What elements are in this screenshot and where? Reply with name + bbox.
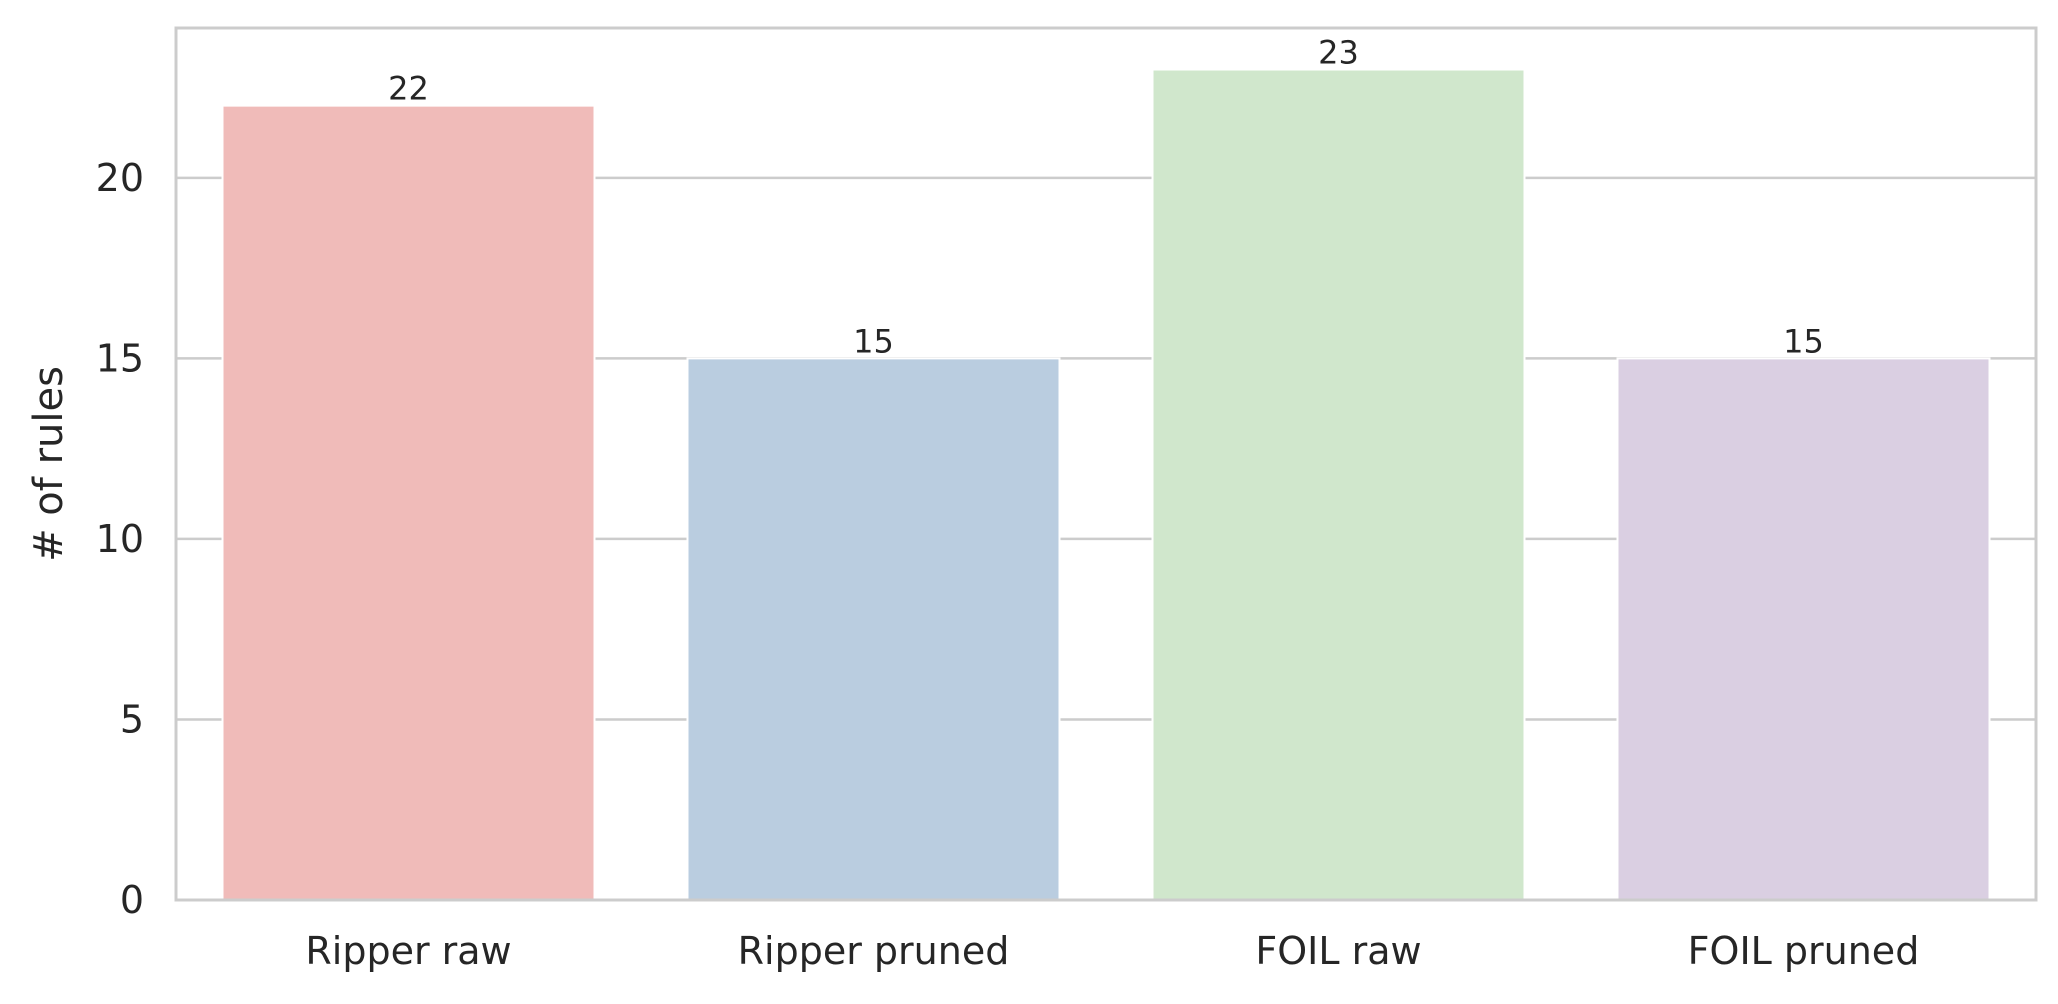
data-labels: 22 15 23 15	[388, 34, 1824, 361]
y-tick-label-10: 10	[96, 517, 144, 561]
bar-foil-raw	[1151, 68, 1526, 902]
plot-frame	[174, 26, 2038, 902]
x-axis-ticks: Ripper raw Ripper pruned FOIL raw FOIL prun…	[305, 929, 1919, 973]
data-label-foil-pruned: 15	[1783, 322, 1824, 360]
data-label-ripper-raw: 22	[388, 70, 429, 108]
bar-ripper-pruned	[686, 357, 1061, 902]
axes-frame	[174, 26, 2038, 902]
bar-ripper-raw	[221, 104, 596, 901]
x-tick-label-ripper-pruned: Ripper pruned	[738, 929, 1010, 973]
y-axis-ticks: 0 5 10 15 20	[96, 156, 144, 922]
x-tick-label-foil-pruned: FOIL pruned	[1688, 929, 1920, 973]
y-tick-label-20: 20	[96, 156, 144, 200]
y-axis-label: # of rules	[26, 366, 72, 562]
data-label-ripper-pruned: 15	[853, 322, 894, 360]
x-tick-label-ripper-raw: Ripper raw	[305, 929, 511, 973]
y-tick-label-15: 15	[96, 336, 144, 380]
y-tick-label-5: 5	[120, 697, 144, 741]
x-tick-label-foil-raw: FOIL raw	[1255, 929, 1421, 973]
bar-foil-pruned	[1616, 357, 1991, 902]
bars	[221, 68, 1991, 902]
y-tick-label-0: 0	[120, 878, 144, 922]
data-label-foil-raw: 23	[1318, 34, 1359, 72]
